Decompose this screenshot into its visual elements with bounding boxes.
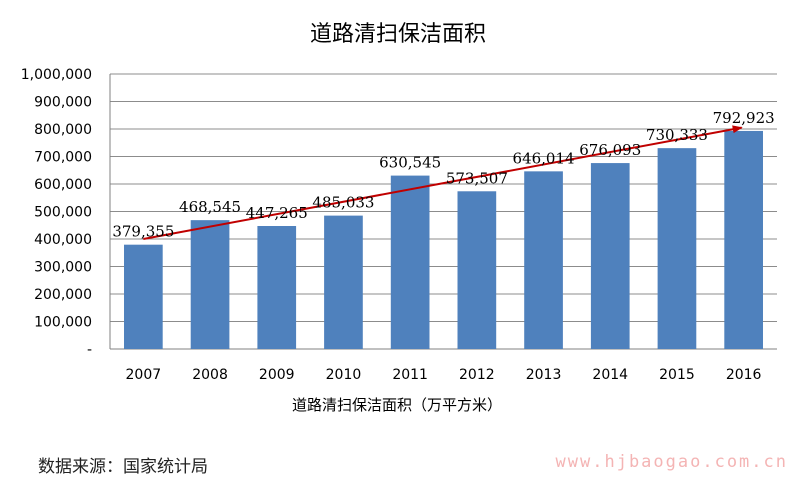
data-label-2011: 630,545 [379,154,441,172]
data-label-2012: 573,507 [446,169,508,187]
bar-2012 [457,191,497,349]
bar-2015 [657,148,697,349]
data-label-2008: 468,545 [179,198,241,216]
x-tick-label: 2014 [592,367,628,383]
x-tick-label: 2010 [326,367,362,383]
x-tick-label: 2009 [259,367,295,383]
bar-2011 [390,175,430,349]
data-label-2016: 792,923 [713,109,775,127]
y-axis-ticks: - 100,000 200,000 300,000 400,000 500,000 600,… [21,67,92,358]
bar-2008 [190,220,230,349]
bar-2016 [724,130,763,349]
bar-2014 [590,163,630,349]
y-tick-label: 400,000 [34,232,92,248]
x-tick-label: 2011 [392,367,428,383]
bar-2013 [524,171,563,349]
bar-2009 [257,226,297,349]
y-tick-label: 900,000 [34,95,92,111]
trend-arrow [143,125,743,240]
data-label-2015: 730,333 [646,126,708,144]
x-axis-ticks: 2007 2008 2009 2010 2011 2012 2013 2014 2015 2016 [126,367,762,383]
bar-2007 [124,244,163,349]
x-tick-label: 2008 [192,367,228,383]
source-note: 数据来源：国家统计局 [38,457,208,477]
y-tick-label: 700,000 [34,150,92,166]
y-tick-label: 600,000 [34,177,92,193]
data-label-2010: 485,033 [312,194,374,212]
data-label-2013: 646,014 [513,149,575,167]
chart-title: 道路清扫保洁面积 [309,22,486,47]
y-tick-label: 800,000 [34,122,92,138]
x-tick-label: 2007 [126,367,162,383]
data-label-2014: 676,093 [579,141,641,159]
x-tick-label: 2015 [659,367,695,383]
y-tick-label: - [87,342,92,358]
bars [124,130,763,349]
data-label-2007: 379,355 [112,223,174,241]
bar-2010 [324,215,363,349]
y-tick-label: 1,000,000 [21,67,92,83]
y-tick-label: 500,000 [34,205,92,221]
x-tick-label: 2012 [459,367,495,383]
x-axis-title: 道路清扫保洁面积（万平方米） [292,396,502,414]
data-label-2009: 447,265 [246,204,308,222]
y-tick-label: 200,000 [34,287,92,303]
y-tick-label: 100,000 [34,315,92,331]
x-tick-label: 2013 [526,367,562,383]
x-tick-label: 2016 [726,367,762,383]
y-tick-label: 300,000 [34,260,92,276]
trend-line [143,125,743,240]
watermark: www.hjbaogao.com.cn [555,452,788,472]
